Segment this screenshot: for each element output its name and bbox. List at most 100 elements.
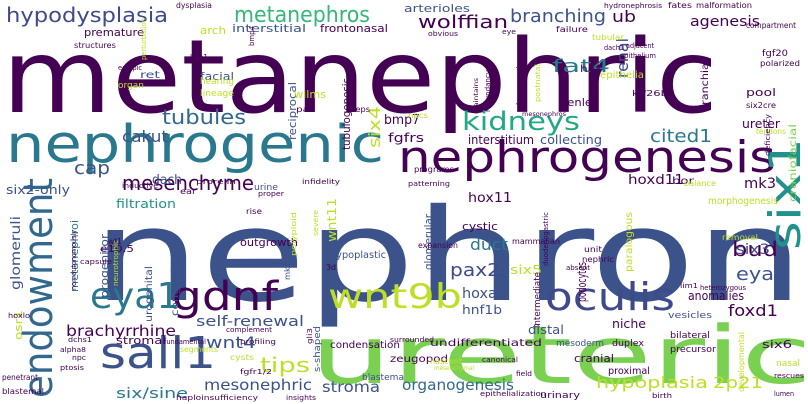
- word: cap: [74, 158, 110, 179]
- word: mk4: [283, 262, 292, 280]
- word: segments: [180, 345, 218, 354]
- word: duodenogastric: [542, 212, 550, 266]
- word: facial: [200, 70, 234, 83]
- word: interstitium: [468, 133, 534, 147]
- word: ectopic: [118, 64, 142, 72]
- word: undifferentiated: [430, 338, 542, 349]
- word: malformation: [696, 1, 752, 10]
- word: haploinsufficiency: [176, 394, 258, 402]
- word: six2cre: [746, 101, 776, 110]
- word: duplex: [612, 339, 645, 349]
- word: hypoplastic: [330, 250, 386, 261]
- word: hnf1b: [462, 303, 502, 317]
- word: six6: [762, 338, 792, 351]
- word: fgfrs: [388, 131, 424, 145]
- word: stroma: [322, 378, 380, 396]
- word: craniofacial: [788, 124, 799, 202]
- word: reciprocal: [286, 82, 299, 140]
- word: fgfr1/2: [240, 368, 272, 376]
- word: niche: [612, 317, 646, 331]
- word: duct: [470, 235, 508, 254]
- word: failure: [556, 25, 588, 34]
- word: inductive: [122, 182, 158, 190]
- word: patterning: [408, 180, 450, 188]
- word: outgrowth: [240, 236, 298, 249]
- word: metanephroi: [68, 220, 81, 292]
- word: postnatal: [534, 64, 542, 102]
- word: npc: [72, 354, 86, 362]
- word: stromal: [116, 334, 166, 347]
- word: mesoderm: [556, 339, 604, 349]
- word: lim1: [680, 282, 698, 290]
- word: hypodysplasia: [6, 3, 168, 27]
- word: morphogenesis: [708, 196, 778, 207]
- word: nascent: [430, 357, 462, 366]
- word: mesonephric: [204, 376, 312, 394]
- word: infidelity: [302, 178, 340, 186]
- word: tubules: [162, 105, 246, 129]
- word: hoxd11: [628, 173, 684, 188]
- word: gli3: [306, 328, 314, 344]
- word: proper: [258, 190, 284, 198]
- word: podocytes: [575, 262, 589, 302]
- word: interstitial: [232, 22, 306, 35]
- word: balance: [684, 179, 716, 188]
- word: osr1: [12, 310, 25, 340]
- word: vesicles: [668, 311, 712, 321]
- word: compartment: [746, 21, 796, 30]
- word: proximal: [608, 366, 650, 377]
- word: gdnf: [172, 274, 279, 320]
- word: insights: [286, 394, 316, 402]
- word: proreiin: [196, 178, 236, 186]
- word: six3: [736, 242, 770, 258]
- word: branchial: [700, 60, 711, 112]
- word: dysplasia: [176, 1, 212, 10]
- word: filtration: [116, 197, 176, 211]
- word: fates: [668, 1, 692, 10]
- word: expansion: [418, 241, 458, 250]
- word: hox11: [468, 191, 512, 206]
- word: six/sine: [116, 386, 188, 402]
- word: collecting: [540, 133, 602, 147]
- word: dach: [152, 173, 182, 188]
- word: perturbation: [140, 18, 148, 60]
- word: cysts: [230, 353, 254, 362]
- word: kidneys: [462, 107, 580, 137]
- word: distal: [528, 323, 564, 337]
- word: bud: [732, 237, 778, 261]
- word: endowment: [16, 178, 62, 398]
- word: intermediate: [533, 272, 543, 328]
- word: non-autonomously: [70, 230, 78, 290]
- word: maintains: [473, 78, 480, 114]
- word: cystic: [462, 220, 498, 233]
- word: blastema: [362, 373, 404, 383]
- word: obvious: [428, 30, 458, 38]
- word: hydronephrosis: [604, 2, 662, 10]
- word: wt1: [108, 237, 122, 246]
- word: redundancy: [484, 70, 492, 112]
- word: urine: [254, 183, 278, 193]
- word: frontonasal: [320, 22, 388, 35]
- word: dach1: [604, 44, 624, 52]
- word: canonical: [482, 356, 518, 364]
- word: e10.5: [100, 244, 134, 255]
- word: polarized: [760, 59, 800, 68]
- word: complement: [226, 326, 272, 334]
- word: branching: [510, 6, 606, 27]
- word: removal: [722, 233, 758, 242]
- word: tubulogenesis: [340, 78, 353, 150]
- word: dchs1: [68, 336, 92, 344]
- word: oculis: [545, 275, 675, 319]
- word: renal: [613, 38, 632, 78]
- word: heterozygous: [700, 284, 746, 292]
- word: rise: [246, 207, 262, 216]
- word: zeugopod: [390, 354, 448, 365]
- word: six4: [365, 106, 384, 148]
- word: blastemal: [2, 387, 44, 396]
- word: dysgenesis: [515, 62, 524, 108]
- word: self-renewal: [196, 314, 304, 330]
- word: cranial: [574, 352, 614, 365]
